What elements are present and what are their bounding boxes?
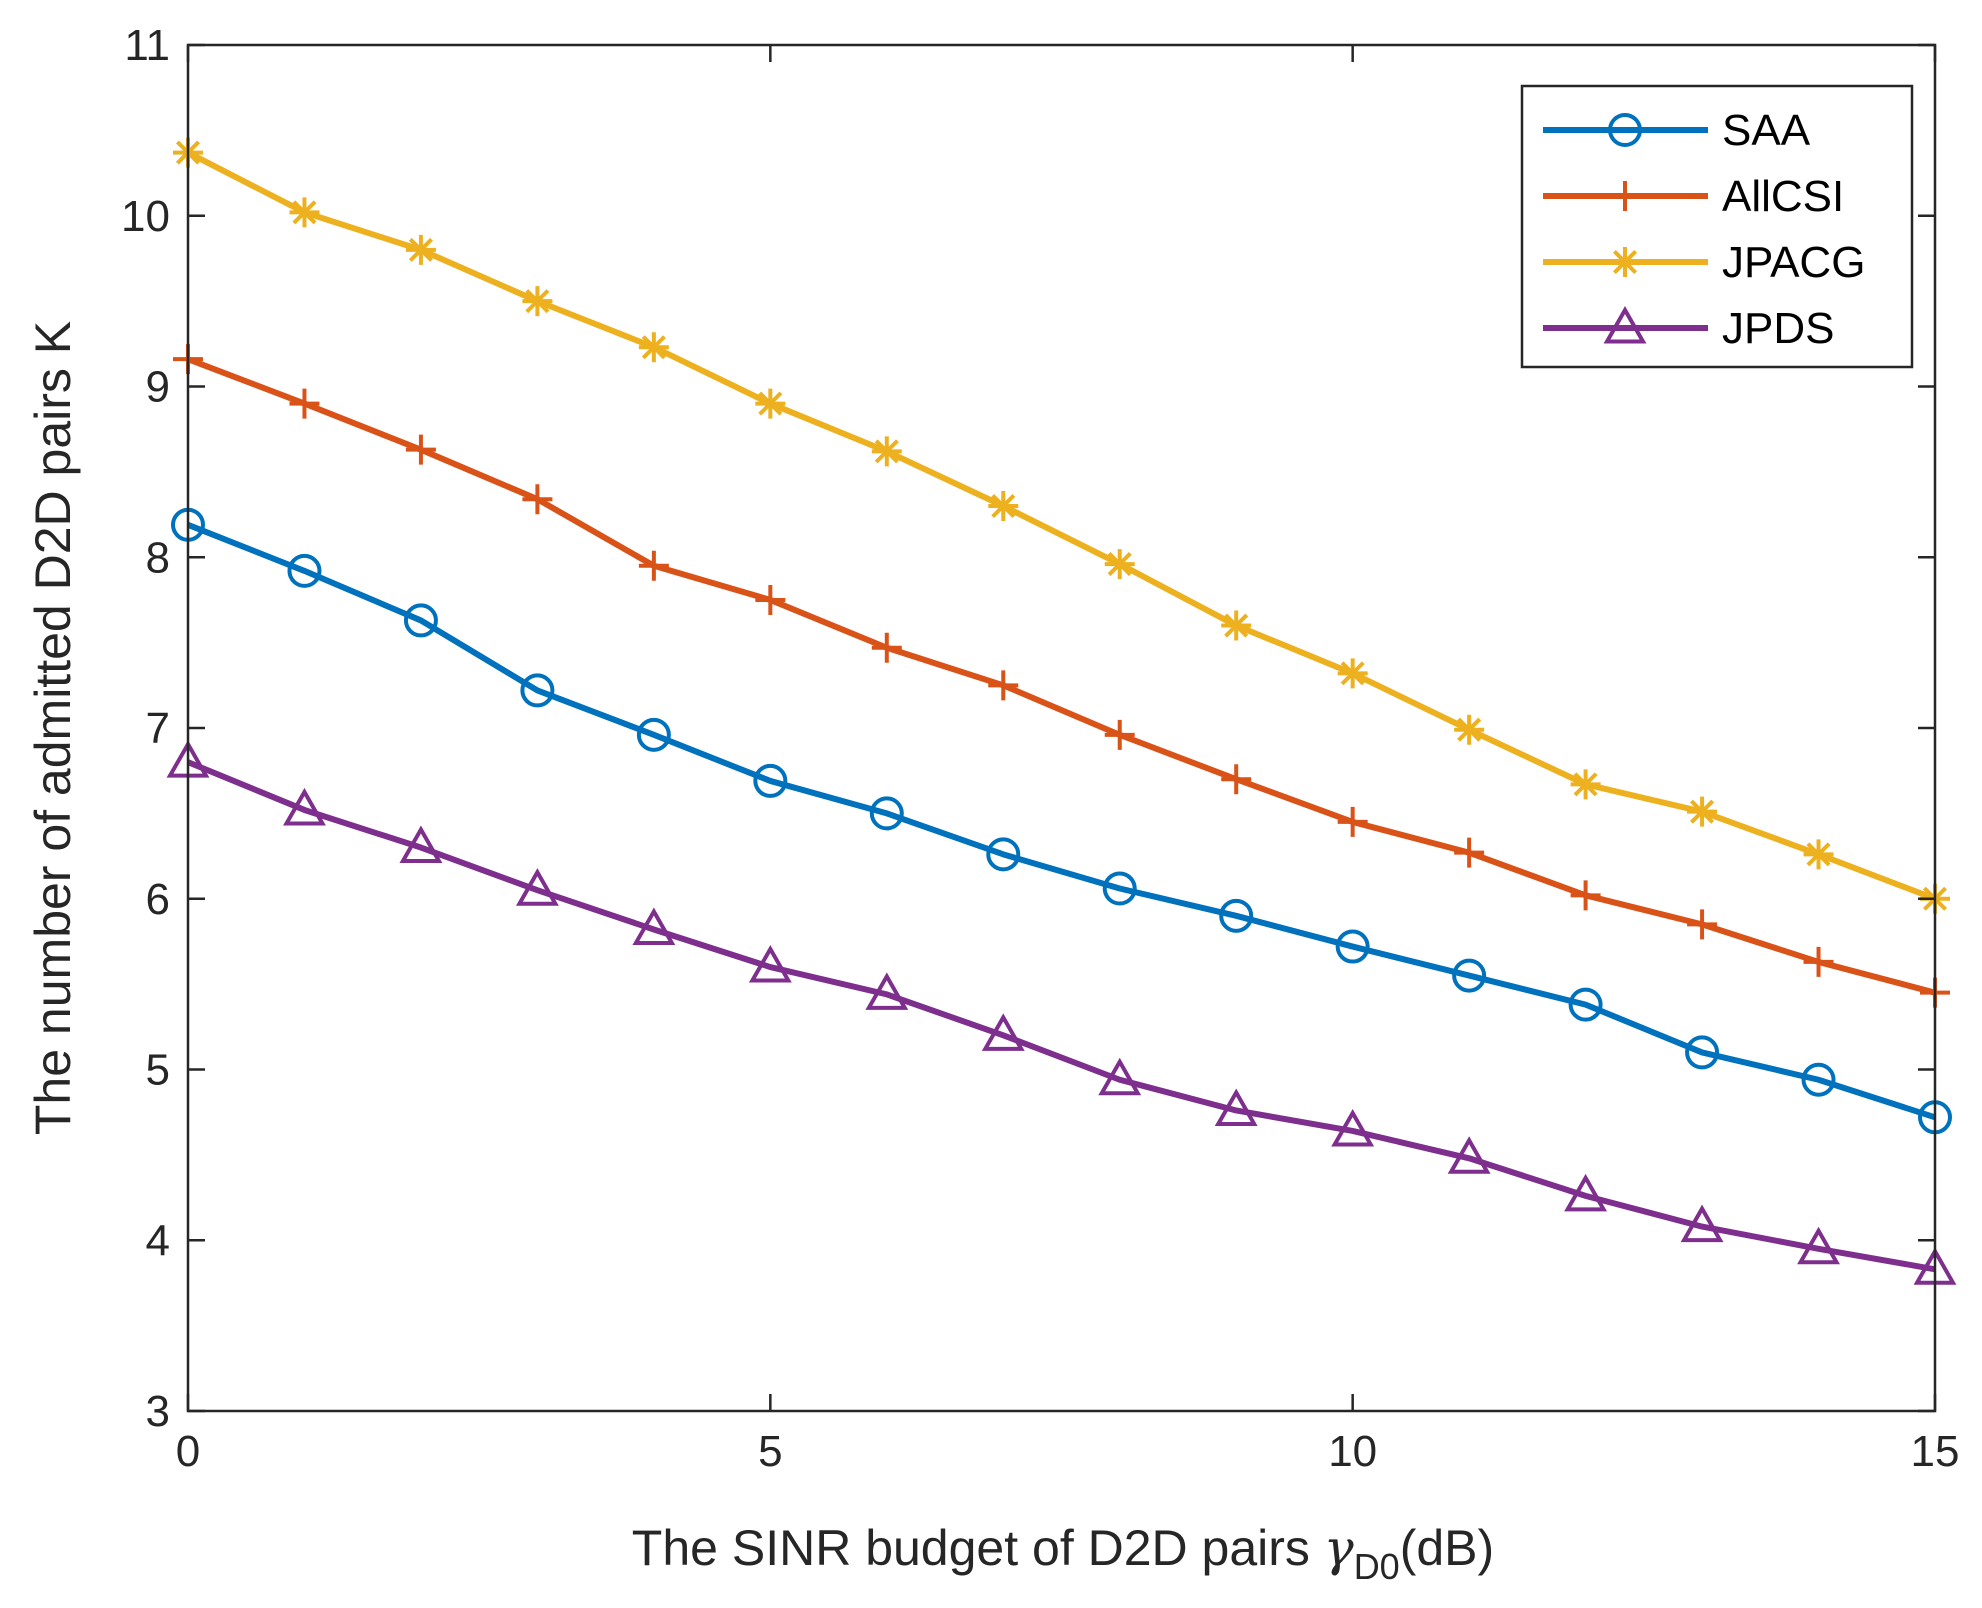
data-point-jpacg <box>1454 714 1485 745</box>
series-saa <box>171 507 1952 1135</box>
data-point-saa <box>636 717 671 752</box>
data-point-allcsi <box>638 550 669 581</box>
data-point-saa <box>403 603 438 638</box>
data-point-saa <box>520 673 555 708</box>
y-tick-label: 10 <box>121 192 170 241</box>
legend-label: AllCSI <box>1722 172 1844 221</box>
data-point-legend-allcsi <box>1610 181 1640 211</box>
legend-item-saa: SAA <box>1543 106 1811 155</box>
data-point-jpds <box>1447 1136 1491 1174</box>
x-tick-label: 15 <box>1911 1427 1960 1476</box>
data-point-allcsi <box>1337 806 1368 837</box>
legend: SAA AllCSI JPACG JPDS <box>1520 84 1914 369</box>
data-point-saa <box>1102 871 1137 906</box>
x-tick-label: 5 <box>758 1427 782 1476</box>
x-tick-label: 0 <box>176 1427 200 1476</box>
y-tick-label: 5 <box>146 1046 170 1095</box>
data-point-allcsi <box>522 484 553 515</box>
series-layer <box>166 137 1957 1285</box>
axis-ticks: 0 5 10 15 3 4 5 6 7 8 9 10 11 <box>121 21 1959 1476</box>
data-point-jpds <box>399 825 443 864</box>
data-point-jpacg <box>405 234 436 265</box>
data-point-saa <box>287 553 322 588</box>
data-point-jpds <box>1680 1204 1724 1243</box>
y-axis-label: The number of admitted D2D pairs K <box>25 321 81 1135</box>
data-point-saa <box>1801 1062 1836 1097</box>
data-point-jpacg <box>1803 839 1834 870</box>
data-point-jpds <box>1797 1226 1840 1265</box>
data-point-jpacg <box>871 436 902 467</box>
y-tick-label: 6 <box>146 875 170 924</box>
data-point-saa <box>986 837 1021 872</box>
data-point-saa <box>1219 898 1254 933</box>
data-point-jpacg <box>1104 549 1135 580</box>
data-point-allcsi <box>988 670 1019 701</box>
series-line-jpacg <box>186 149 1937 902</box>
data-point-jpds <box>1331 1108 1375 1147</box>
data-point-jpds <box>283 787 326 826</box>
data-point-jpacg <box>522 286 553 317</box>
data-point-legend-jpds <box>1603 305 1647 344</box>
data-point-allcsi <box>289 388 320 419</box>
data-point-allcsi <box>1221 764 1252 795</box>
data-point-saa <box>1452 958 1487 993</box>
data-point-allcsi <box>755 584 786 615</box>
data-point-saa <box>753 763 788 798</box>
y-tick-label: 8 <box>146 533 170 582</box>
series-line-allcsi <box>186 356 1936 996</box>
data-point-allcsi <box>1687 909 1718 940</box>
y-tick-label: 3 <box>146 1387 170 1436</box>
data-point-allcsi <box>871 632 902 663</box>
data-point-allcsi <box>405 434 436 465</box>
y-tick-label: 4 <box>146 1216 170 1265</box>
legend-label: JPDS <box>1722 304 1834 353</box>
data-point-jpacg <box>1337 658 1368 689</box>
data-point-saa <box>869 796 904 831</box>
data-point-jpacg <box>1687 796 1718 827</box>
data-point-allcsi <box>1570 880 1601 911</box>
legend-item-jpds: JPDS <box>1543 304 1834 353</box>
series-allcsi <box>173 344 1950 1008</box>
data-point-jpds <box>1564 1173 1608 1212</box>
data-point-jpacg <box>1570 769 1601 800</box>
data-point-jpacg <box>638 332 669 363</box>
series-line-saa <box>186 522 1936 1121</box>
data-point-allcsi <box>1104 719 1135 750</box>
data-point-jpacg <box>289 197 320 228</box>
data-point-jpds <box>981 1013 1025 1051</box>
data-point-legend-saa <box>1608 113 1642 147</box>
data-point-allcsi <box>1803 946 1834 977</box>
legend-item-jpacg: JPACG <box>1543 238 1865 287</box>
data-point-saa <box>1335 929 1370 964</box>
data-point-jpds <box>865 972 909 1010</box>
y-tick-label: 7 <box>146 704 170 753</box>
data-point-jpds <box>1214 1088 1258 1126</box>
series-line-jpds <box>186 759 1936 1273</box>
data-point-saa <box>1568 987 1603 1022</box>
data-point-allcsi <box>1454 837 1485 868</box>
data-point-jpacg <box>755 388 786 419</box>
x-axis-label: The SINR budget of D2D pairs γD0(dB) <box>632 1519 1494 1587</box>
legend-entries: SAA AllCSI JPACG JPDS <box>1543 106 1865 353</box>
legend-item-allcsi: AllCSI <box>1543 172 1844 221</box>
data-point-jpds <box>515 868 559 906</box>
data-point-jpds <box>1098 1057 1142 1096</box>
data-point-jpds <box>632 907 676 945</box>
data-point-saa <box>1685 1035 1720 1070</box>
plot-frame <box>186 43 1937 1413</box>
x-tick-label: 10 <box>1328 1427 1377 1476</box>
data-point-jpacg <box>1221 610 1252 641</box>
legend-label: JPACG <box>1722 238 1865 287</box>
y-tick-label: 11 <box>124 21 170 70</box>
y-tick-label: 9 <box>146 363 170 412</box>
series-jpds <box>166 740 1957 1285</box>
data-point-jpds <box>748 945 792 983</box>
data-point-jpacg <box>988 491 1019 522</box>
data-point-legend-jpacg <box>1610 247 1640 277</box>
legend-label: SAA <box>1722 106 1811 155</box>
